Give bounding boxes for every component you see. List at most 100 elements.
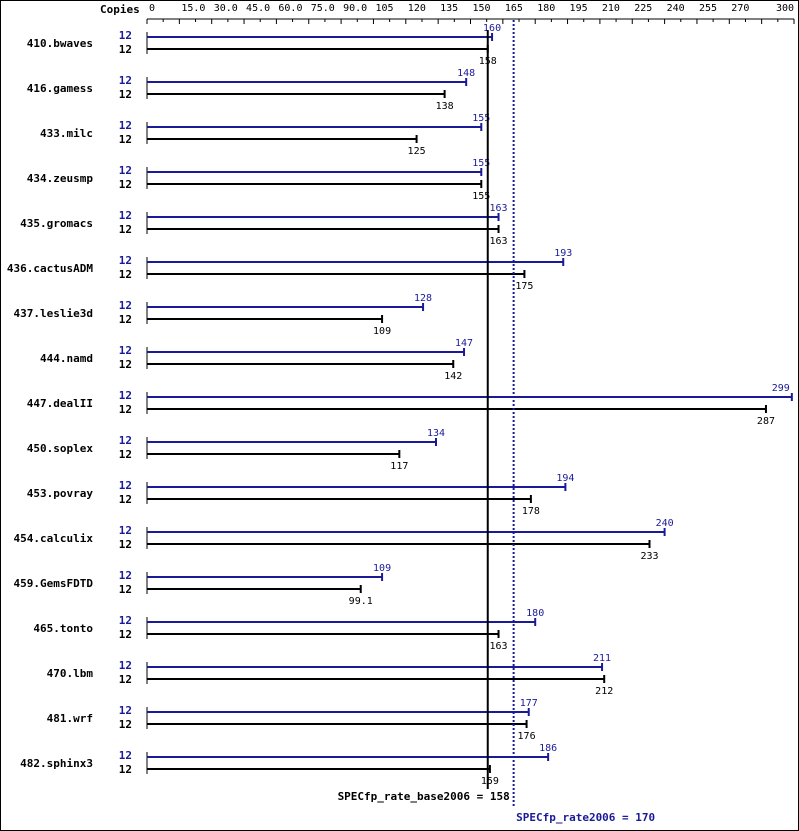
peak-copies-label: 12: [119, 569, 132, 582]
peak-value-label: 240: [656, 518, 674, 529]
peak-reference-label: SPECfp_rate2006 = 170: [516, 811, 655, 824]
base-value-label: 99.1: [349, 596, 373, 607]
x-tick-label: 270: [731, 3, 749, 14]
base-copies-label: 12: [119, 718, 132, 731]
peak-value-label: 193: [554, 248, 572, 259]
base-copies-label: 12: [119, 583, 132, 596]
peak-value-label: 177: [520, 698, 538, 709]
benchmark-label: 482.sphinx3: [20, 757, 93, 770]
x-tick-label: 90.0: [343, 3, 367, 14]
base-copies-label: 12: [119, 628, 132, 641]
x-tick-label: 135: [440, 3, 458, 14]
peak-copies-label: 12: [119, 74, 132, 87]
x-tick-label: 165: [505, 3, 523, 14]
x-tick-label: 75.0: [311, 3, 335, 14]
base-value-label: 212: [595, 686, 613, 697]
base-copies-label: 12: [119, 268, 132, 281]
x-tick-label: 300: [776, 3, 794, 14]
peak-value-label: 211: [593, 653, 611, 664]
base-copies-label: 12: [119, 178, 132, 191]
peak-value-label: 299: [772, 383, 790, 394]
peak-copies-label: 12: [119, 29, 132, 42]
benchmark-label: 434.zeusmp: [27, 172, 94, 185]
peak-value-label: 147: [455, 338, 473, 349]
base-value-label: 109: [373, 326, 391, 337]
base-copies-label: 12: [119, 493, 132, 506]
benchmark-label: 435.gromacs: [20, 217, 93, 230]
peak-value-label: 155: [472, 158, 490, 169]
benchmark-label: 481.wrf: [47, 712, 93, 725]
peak-copies-label: 12: [119, 659, 132, 672]
x-tick-label: 45.0: [246, 3, 270, 14]
base-value-label: 176: [518, 731, 536, 742]
benchmark-label: 447.dealII: [27, 397, 93, 410]
x-tick-label: 150: [473, 3, 491, 14]
base-value-label: 155: [472, 191, 490, 202]
peak-value-label: 155: [472, 113, 490, 124]
peak-copies-label: 12: [119, 524, 132, 537]
benchmark-label: 453.povray: [27, 487, 94, 500]
base-copies-label: 12: [119, 223, 132, 236]
benchmark-label: 470.lbm: [47, 667, 94, 680]
peak-copies-label: 12: [119, 479, 132, 492]
benchmark-label: 436.cactusADM: [7, 262, 93, 275]
base-copies-label: 12: [119, 763, 132, 776]
base-value-label: 178: [522, 506, 540, 517]
peak-copies-label: 12: [119, 299, 132, 312]
base-value-label: 125: [408, 146, 426, 157]
base-copies-label: 12: [119, 538, 132, 551]
peak-copies-label: 12: [119, 119, 132, 132]
base-value-label: 287: [757, 416, 775, 427]
peak-value-label: 194: [556, 473, 574, 484]
peak-copies-label: 12: [119, 344, 132, 357]
base-value-label: 163: [490, 236, 508, 247]
base-copies-label: 12: [119, 88, 132, 101]
peak-value-label: 109: [373, 563, 391, 574]
benchmark-row: 410.bwaves1212160158: [27, 23, 501, 67]
benchmark-label: 444.namd: [40, 352, 93, 365]
x-tick-label: 225: [634, 3, 652, 14]
peak-value-label: 148: [457, 68, 475, 79]
x-tick-label: 240: [667, 3, 685, 14]
benchmark-label: 465.tonto: [33, 622, 93, 635]
peak-copies-label: 12: [119, 614, 132, 627]
benchmark-label: 450.soplex: [27, 442, 94, 455]
base-copies-label: 12: [119, 673, 132, 686]
base-copies-label: 12: [119, 403, 132, 416]
peak-value-label: 163: [490, 203, 508, 214]
x-tick-label: 105: [375, 3, 393, 14]
x-axis: 0 15.0 30.0 45.0 60.0 75.0 90.0 105 120 135 150 165…: [146, 3, 795, 24]
peak-value-label: 180: [526, 608, 544, 619]
peak-value-label: 160: [483, 23, 501, 34]
x-tick-label: 30.0: [214, 3, 238, 14]
base-copies-label: 12: [119, 133, 132, 146]
benchmark-label: 416.gamess: [27, 82, 93, 95]
x-tick-label: 60.0: [278, 3, 302, 14]
peak-copies-label: 12: [119, 254, 132, 267]
peak-value-label: 134: [427, 428, 445, 439]
base-value-label: 138: [436, 101, 454, 112]
x-tick-label: 195: [570, 3, 588, 14]
base-value-label: 142: [444, 371, 462, 382]
reference-lines: SPECfp_rate_base2006 = 158 SPECfp_rate200…: [338, 20, 655, 824]
copies-header: Copies: [100, 3, 140, 16]
base-copies-label: 12: [119, 313, 132, 326]
benchmark-label: 437.leslie3d: [14, 307, 93, 320]
benchmark-label: 459.GemsFDTD: [14, 577, 94, 590]
base-value-label: 233: [640, 551, 658, 562]
base-copies-label: 12: [119, 448, 132, 461]
base-copies-label: 12: [119, 358, 132, 371]
peak-copies-label: 12: [119, 389, 132, 402]
benchmark-label: 410.bwaves: [27, 37, 93, 50]
